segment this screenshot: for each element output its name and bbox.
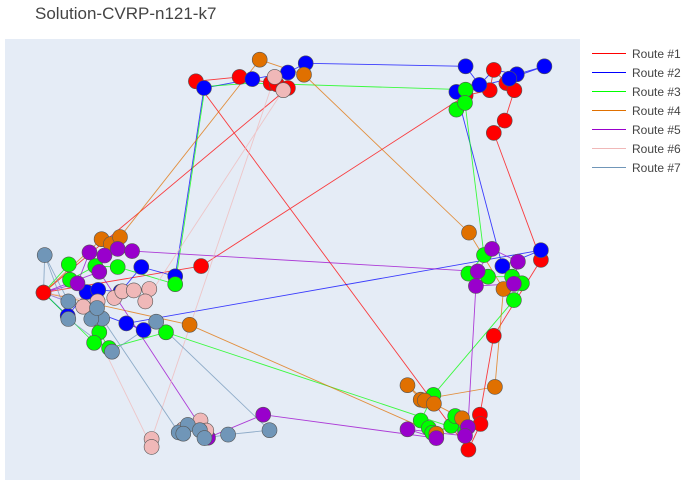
route-5-node[interactable] <box>469 263 486 280</box>
legend-swatch <box>592 91 626 92</box>
route-4-node[interactable] <box>461 224 477 241</box>
route-4-node[interactable] <box>426 395 442 412</box>
route-5-node[interactable] <box>69 275 86 292</box>
route-2-node[interactable] <box>494 258 511 274</box>
legend-item-route-5[interactable]: Route #5 <box>592 120 681 139</box>
route-6-node[interactable] <box>143 439 160 455</box>
route-7-node[interactable] <box>261 422 278 439</box>
route-7-node[interactable] <box>104 343 120 360</box>
route-5-node[interactable] <box>96 247 113 264</box>
legend: Route #1 Route #2 Route #3 Route #4 Route #5… <box>592 44 681 177</box>
legend-label: Route #2 <box>632 65 681 80</box>
route-1-node[interactable] <box>485 327 502 344</box>
route-3-node[interactable] <box>457 81 474 98</box>
route-5-node[interactable] <box>506 275 522 292</box>
route-nodes <box>35 51 553 458</box>
legend-label: Route #3 <box>632 84 681 99</box>
route-5-node[interactable] <box>109 241 126 257</box>
route-4-node[interactable] <box>399 377 416 394</box>
legend-item-route-1[interactable]: Route #1 <box>592 44 681 63</box>
route-2-node[interactable] <box>457 58 474 75</box>
legend-swatch <box>592 129 626 130</box>
route-7-node[interactable] <box>36 247 53 263</box>
legend-item-route-7[interactable]: Route #7 <box>592 158 681 177</box>
route-3-node[interactable] <box>506 292 522 308</box>
route-3-node[interactable] <box>61 256 77 273</box>
route-4-node[interactable] <box>251 51 268 68</box>
route-2-node[interactable] <box>133 259 150 275</box>
route-2-node[interactable] <box>533 242 549 258</box>
route-1-node[interactable] <box>485 125 502 141</box>
route-1-node[interactable] <box>485 62 502 78</box>
legend-label: Route #1 <box>632 46 681 61</box>
route-7-node[interactable] <box>148 313 164 330</box>
legend-item-route-6[interactable]: Route #6 <box>592 139 681 158</box>
route-3-node[interactable] <box>86 334 102 351</box>
route-3-node[interactable] <box>457 95 473 111</box>
legend-swatch <box>592 72 626 73</box>
legend-item-route-2[interactable]: Route #2 <box>592 63 681 82</box>
route-5-node[interactable] <box>124 243 140 259</box>
route-2-node[interactable] <box>471 77 488 93</box>
legend-swatch <box>592 148 626 149</box>
route-5-node[interactable] <box>399 421 416 438</box>
route-5-node[interactable] <box>457 428 473 444</box>
route-2-node[interactable] <box>244 71 261 87</box>
route-7-node[interactable] <box>60 293 77 310</box>
route-5-node[interactable] <box>484 241 500 257</box>
route-3-node[interactable] <box>109 259 126 275</box>
route-1-node[interactable] <box>496 112 513 129</box>
route-7-node[interactable] <box>175 425 192 442</box>
route-6-node[interactable] <box>266 69 283 85</box>
route-2-node[interactable] <box>135 322 152 338</box>
route-3-node[interactable] <box>158 324 174 341</box>
chart-title: Solution-CVRP-n121-k7 <box>35 4 217 23</box>
route-3-node[interactable] <box>167 276 183 293</box>
legend-label: Route #6 <box>632 141 681 156</box>
legend-label: Route #7 <box>632 160 681 175</box>
legend-label: Route #5 <box>632 122 681 137</box>
route-2-node[interactable] <box>501 70 518 87</box>
route-5-node[interactable] <box>81 244 98 261</box>
legend-swatch <box>592 53 626 54</box>
route-7-node[interactable] <box>220 426 236 443</box>
route-2-node[interactable] <box>536 58 553 75</box>
depot-node[interactable] <box>35 284 52 301</box>
route-4-node[interactable] <box>487 379 503 395</box>
route-4-node[interactable] <box>296 66 312 83</box>
route-5-node[interactable] <box>91 263 108 280</box>
route-2-node[interactable] <box>196 80 212 96</box>
route-7-node[interactable] <box>196 430 213 446</box>
route-5-node[interactable] <box>510 253 526 270</box>
route-1-node[interactable] <box>193 258 209 274</box>
legend-swatch <box>592 167 626 168</box>
legend-label: Route #4 <box>632 103 681 118</box>
route-4-node[interactable] <box>181 316 198 333</box>
route-6-node[interactable] <box>126 282 142 299</box>
legend-swatch <box>592 110 626 111</box>
route-2-node[interactable] <box>280 64 296 81</box>
route-2-node[interactable] <box>118 315 135 332</box>
legend-item-route-3[interactable]: Route #3 <box>592 82 681 101</box>
route-5-node[interactable] <box>428 430 445 446</box>
route-7-node[interactable] <box>60 311 77 327</box>
route-5-node[interactable] <box>468 278 484 294</box>
route-7-node[interactable] <box>89 300 105 316</box>
route-5-node[interactable] <box>255 406 272 423</box>
route-1-node[interactable] <box>460 441 477 458</box>
route-6-node[interactable] <box>275 82 292 98</box>
route-6-node[interactable] <box>137 293 154 310</box>
legend-item-route-4[interactable]: Route #4 <box>592 101 681 120</box>
